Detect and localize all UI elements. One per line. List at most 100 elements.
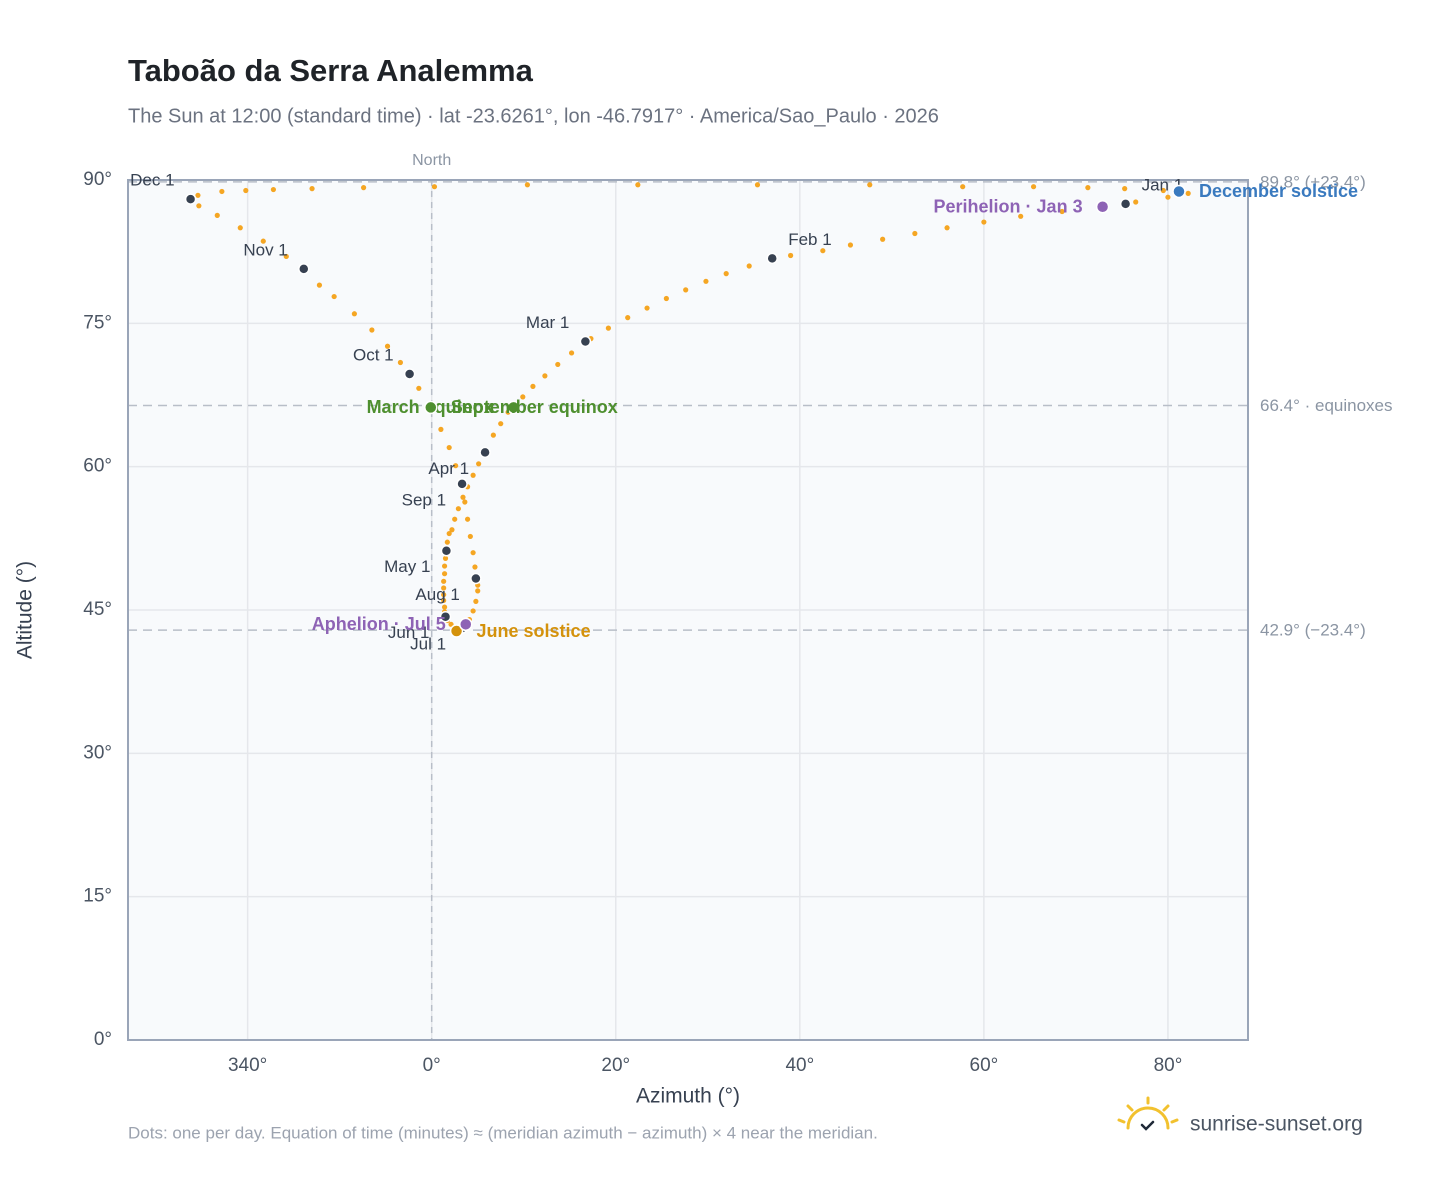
- day-dot: [260, 238, 266, 244]
- day-dot: [754, 182, 761, 188]
- day-dot: [960, 184, 966, 190]
- day-dot: [605, 325, 611, 331]
- month-label: Mar 1: [526, 313, 569, 332]
- day-dot: [195, 192, 201, 198]
- month-label: Dec 1: [130, 171, 174, 190]
- day-dot: [788, 252, 794, 259]
- day-dot: [214, 212, 220, 218]
- day-dot: [441, 578, 447, 584]
- day-dot: [1165, 194, 1171, 200]
- y-tick-label: 60°: [83, 456, 112, 477]
- day-dot: [683, 287, 689, 293]
- day-dot: [441, 585, 447, 591]
- month-marker: [579, 335, 592, 348]
- day-dot: [470, 608, 476, 614]
- day-dot: [452, 516, 458, 522]
- day-dot: [438, 426, 444, 432]
- x-tick-label: 340°: [228, 1055, 267, 1076]
- month-label: Jun 1: [388, 623, 430, 642]
- day-dot: [555, 361, 561, 368]
- event-marker: [1095, 200, 1110, 214]
- month-label: Oct 1: [353, 345, 394, 364]
- plot-frame: [127, 179, 1249, 1041]
- month-label: Feb 1: [788, 230, 831, 249]
- day-dot: [470, 472, 476, 478]
- event-marker: [449, 624, 464, 638]
- month-marker: [403, 368, 416, 380]
- day-dot: [446, 444, 452, 451]
- day-dot: [397, 359, 404, 366]
- month-marker: [470, 572, 482, 585]
- x-axis-title: Azimuth (°): [636, 1085, 740, 1108]
- day-dot: [316, 282, 323, 288]
- day-dot: [473, 598, 479, 605]
- day-dot: [703, 278, 709, 284]
- day-dot: [441, 563, 448, 569]
- y-tick-label: 75°: [83, 312, 112, 333]
- chart-title: Taboão da Serra Analemma: [128, 53, 534, 88]
- y-tick-label: 0°: [94, 1029, 112, 1050]
- day-dot: [1018, 213, 1024, 219]
- day-dot: [441, 604, 448, 610]
- day-dot: [912, 230, 918, 237]
- day-dot: [568, 350, 575, 356]
- day-dot: [237, 225, 243, 231]
- day-dot: [243, 187, 249, 194]
- month-marker: [184, 193, 197, 205]
- month-marker: [479, 446, 491, 459]
- event-marker: [1172, 184, 1186, 199]
- day-dot: [880, 236, 886, 242]
- day-dot: [384, 343, 391, 349]
- day-dot: [351, 311, 357, 317]
- month-label: Nov 1: [243, 240, 287, 259]
- day-dot: [369, 327, 375, 333]
- day-dot: [663, 295, 669, 302]
- reference-label: 89.8° (+23.4°): [1260, 172, 1366, 191]
- day-dot: [723, 271, 729, 277]
- day-dot: [331, 293, 337, 300]
- day-dot: [455, 506, 461, 512]
- day-dot: [524, 182, 531, 188]
- day-dot: [1160, 187, 1166, 194]
- month-marker: [766, 252, 778, 265]
- event-marker: [458, 617, 473, 632]
- chart-subtitle: The Sun at 12:00 (standard time) · lat -…: [128, 105, 939, 127]
- day-dot: [309, 186, 315, 192]
- day-dot: [1059, 208, 1065, 215]
- day-dot: [820, 248, 826, 254]
- day-dot: [219, 188, 225, 195]
- day-dot: [467, 533, 473, 540]
- day-dot: [472, 564, 478, 570]
- x-tick-label: 40°: [785, 1055, 814, 1076]
- x-tick-label: 20°: [601, 1055, 630, 1076]
- day-dot: [462, 499, 468, 505]
- day-dot: [944, 225, 950, 231]
- day-dot: [464, 516, 471, 522]
- day-dot: [441, 592, 447, 598]
- day-dot: [360, 185, 367, 191]
- month-label: Apr 1: [428, 459, 469, 478]
- event-label: Perihelion · Jan 3: [934, 197, 1083, 217]
- day-dot: [444, 539, 450, 545]
- day-dot: [270, 186, 277, 193]
- day-dot: [475, 588, 481, 594]
- footnote: Dots: one per day. Equation of time (min…: [128, 1123, 878, 1142]
- month-label: Sep 1: [402, 490, 446, 509]
- day-dot: [416, 385, 422, 391]
- day-dot: [441, 571, 448, 577]
- day-dot: [635, 182, 641, 188]
- event-label: June solstice: [477, 621, 591, 641]
- event-marker: [424, 400, 438, 415]
- event-marker: [506, 400, 521, 415]
- brand-logo: [1117, 1096, 1179, 1131]
- day-dot: [1133, 199, 1139, 205]
- month-label: Jul 1: [410, 635, 446, 654]
- x-tick-label: 60°: [970, 1055, 999, 1076]
- brand: sunrise-sunset.org: [1190, 1113, 1363, 1136]
- event-label: September equinox: [451, 397, 618, 417]
- month-marker: [440, 545, 453, 557]
- reference-label: 42.9° (−23.4°): [1260, 621, 1366, 640]
- reference-label: 66.4° · equinoxes: [1260, 396, 1393, 415]
